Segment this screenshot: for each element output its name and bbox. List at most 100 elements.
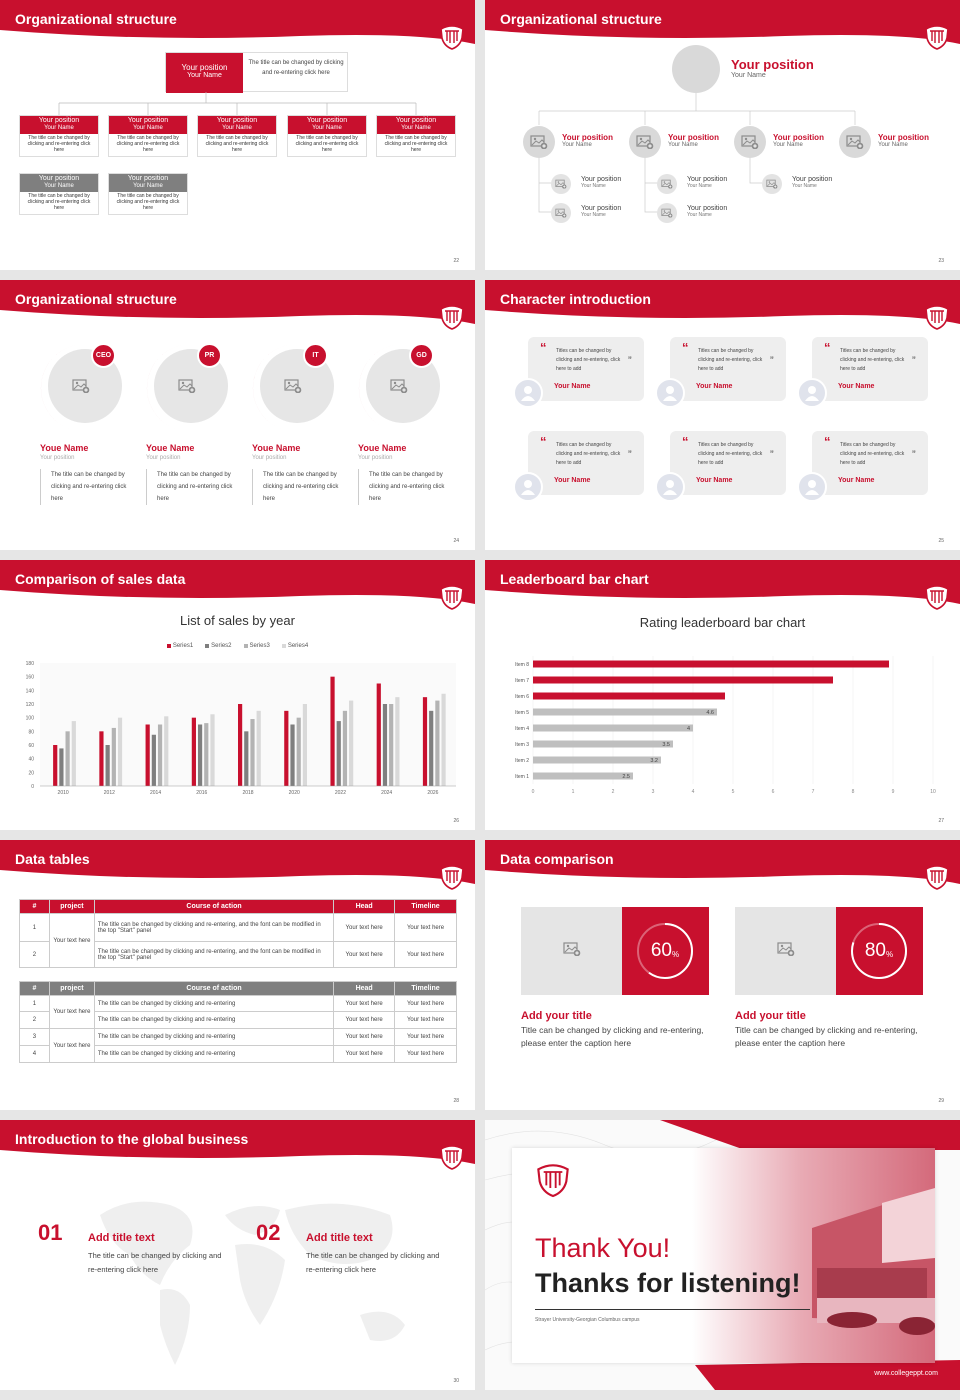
slide-closing[interactable]: Thank You! Thanks for listening! Strayer… [485,1120,960,1390]
world-map-background [100,1201,405,1365]
testimonial-name: Your Name [554,477,591,484]
cell: Your text here [48,995,95,1029]
slide-24[interactable]: Organizational structure 24 CEO Youe Name… [0,280,475,550]
data-label: 4 [687,726,690,732]
x-tick-label: 8 [852,789,855,795]
avatar-placeholder[interactable] [734,126,766,158]
x-tick-label: 6 [772,789,775,795]
org-box[interactable]: Your position Your Name The title can be c… [108,173,188,215]
testimonial-card[interactable]: “ Titles can be changed by clicking and … [812,337,928,401]
bar [210,714,215,786]
x-tick-label: 2012 [104,790,115,796]
person-card[interactable]: IT [248,342,338,433]
data-table-1: # project Course of action Head Timeline… [19,899,457,968]
avatar-placeholder[interactable] [762,174,782,194]
y-tick-label: 180 [26,661,35,667]
avatar [655,472,685,502]
org-connectors [58,92,417,115]
y-tick-label: 20 [28,770,34,776]
testimonial-text: Titles can be changed by clicking and re… [556,442,621,466]
testimonial-card[interactable]: “ Titles can be changed by clicking and … [528,337,644,401]
slide-25[interactable]: Character introduction 25 “ Titles can b… [485,280,960,550]
testimonial-card[interactable]: “ Titles can be changed by clicking and … [528,431,644,495]
org-name: Your Name [133,183,163,189]
org-box[interactable]: Your position Your Name The title can be c… [19,173,99,215]
person-card[interactable]: CEO [36,342,126,433]
org-top-box[interactable]: Your position Your Name The title can be… [165,52,348,93]
quote-open-icon: “ [540,434,547,449]
item-desc: Title can be changed by clicking and re-… [735,1025,918,1048]
person-name: Youe Name [358,443,407,453]
table-row: 3 Your text here The title can be change… [19,1028,457,1063]
slide-header [0,1120,475,1164]
image-placeholder-icon [661,179,673,189]
bar [330,676,335,786]
org-box[interactable]: Your position Your Name The title can be c… [376,115,456,157]
y-tick-label: 160 [26,675,35,681]
testimonial-card[interactable]: “ Titles can be changed by clicking and … [812,431,928,495]
slide-29[interactable]: Data comparison 29 60% Add your title Ti… [485,840,960,1110]
testimonial-card[interactable]: “ Titles can be changed by clicking and … [670,337,786,401]
avatar-placeholder[interactable] [629,126,661,158]
quote-close-icon: ” [912,355,916,367]
person-position: Your position [40,455,75,461]
person-position: Your position [252,455,287,461]
bar [105,745,110,786]
slide-23[interactable]: Organizational structure Your position Y… [485,0,960,270]
person-desc: The title can be changed by clicking and… [358,469,454,505]
bar [238,704,243,786]
testimonial-name: Your Name [838,383,875,390]
org-box[interactable]: Your position Your Name The title can be c… [19,115,99,157]
avatar [513,472,543,502]
cell: Your text here [48,913,95,968]
bar [290,724,295,786]
slide-title: Organizational structure [15,291,177,307]
table-row: 1 Your text here The title can be change… [19,913,457,968]
avatar-placeholder[interactable] [523,126,555,158]
slide-27[interactable]: Leaderboard bar chart Rating leaderboard… [485,560,960,830]
y-tick-label: Item 8 [515,662,529,668]
cell: 3 [19,1028,50,1046]
slide-26[interactable]: Comparison of sales data List of sales b… [0,560,475,830]
university-logo-icon [440,304,464,330]
cell: The title can be changed by clicking and… [93,1028,335,1046]
avatar-placeholder[interactable] [672,45,720,93]
org-box[interactable]: Your position Your Name The title can be c… [197,115,277,157]
comparison-item[interactable]: 60% [521,907,709,995]
role-badge: CEO [91,343,116,368]
y-tick-label: Item 7 [515,678,529,684]
leaderboard-bar-chart: 0 1 2 3 4 5 6 7 8 9 10 Item 1 2.5 Item 2 3.2 Item 3 3.5 I… [515,656,936,795]
person-card[interactable]: GD [354,342,444,433]
avatar-placeholder[interactable] [657,174,677,194]
cell: The title can be changed by clicking and… [93,995,335,1012]
avatar-placeholder[interactable] [839,126,871,158]
person-card[interactable]: PR [142,342,232,433]
user-icon [521,386,535,401]
user-icon [521,480,535,495]
slide-22[interactable]: Organizational structure Your position Y… [0,0,475,270]
avatar-placeholder[interactable] [551,203,571,223]
bar [53,745,58,786]
testimonial-card[interactable]: “ Titles can be changed by clicking and … [670,431,786,495]
legend-item: Series4 [281,643,308,649]
org-box[interactable]: Your position Your Name The title can be c… [287,115,367,157]
avatar-placeholder[interactable] [657,203,677,223]
avatar-placeholder[interactable] [551,174,571,194]
slide-30[interactable]: Introduction to the global business 30 0… [0,1120,475,1390]
image-placeholder [735,907,836,995]
image-placeholder-icon [661,208,673,218]
quote-close-icon: ” [770,449,774,461]
cell: Your text here [394,913,457,942]
progress-unit: % [672,949,680,959]
org-box[interactable]: Your position Your Name The title can be c… [108,115,188,157]
slide-header [0,560,475,604]
website-url[interactable]: www.collegeppt.com [874,1370,938,1377]
legend-swatch [243,644,248,648]
comparison-item[interactable]: 80% [735,907,923,995]
bar [349,700,354,786]
chart-title: Rating leaderboard bar chart [639,615,806,630]
y-tick-label: 120 [26,702,35,708]
slide-28[interactable]: Data tables # project Course of action H… [0,840,475,1110]
data-label: 2.5 [622,774,630,780]
quote-open-icon: “ [682,340,689,355]
